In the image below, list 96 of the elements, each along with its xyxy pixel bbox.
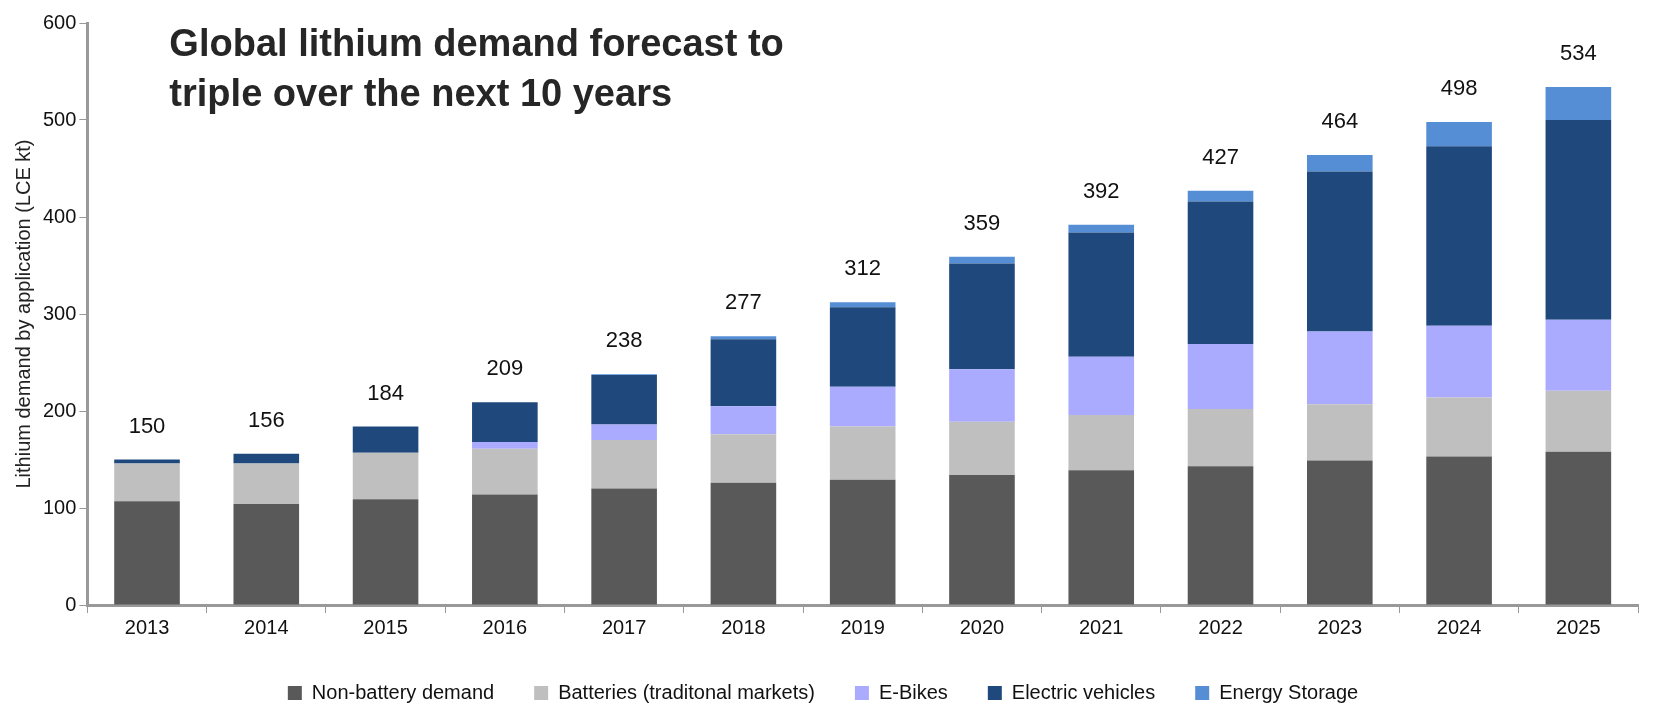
bar — [949, 475, 1015, 605]
legend-label: Batteries (traditonal markets) — [558, 680, 815, 703]
total-label: 277 — [725, 289, 762, 315]
bar — [1187, 201, 1254, 345]
total-label: 534 — [1560, 40, 1597, 66]
x-tick-label: 2024 — [1436, 615, 1482, 638]
x-tick-label: 2019 — [840, 615, 885, 638]
bar — [1187, 190, 1254, 202]
bar — [710, 434, 777, 483]
bar — [949, 263, 1015, 370]
x-tick-label: 2017 — [601, 615, 647, 638]
bar — [1187, 466, 1254, 605]
bar — [1545, 390, 1612, 452]
bar — [1068, 414, 1135, 471]
bar — [591, 440, 657, 489]
bar — [710, 339, 777, 407]
x-tick-label: 2020 — [959, 615, 1005, 638]
bar — [829, 302, 896, 308]
bar — [591, 375, 657, 425]
x-tick-label: 2014 — [244, 615, 289, 638]
y-tick-label: 600 — [42, 10, 77, 33]
bar — [1426, 456, 1492, 605]
bar — [829, 479, 896, 605]
bar — [829, 426, 896, 480]
bar — [1545, 319, 1612, 391]
bar — [233, 463, 300, 505]
bar — [1068, 232, 1135, 357]
total-label: 209 — [486, 355, 524, 381]
total-label: 156 — [247, 406, 285, 432]
bar — [829, 386, 896, 427]
bar — [352, 452, 419, 500]
bar — [591, 424, 657, 441]
text: Global lithium demand forecast to triple over the next 10 years — [169, 22, 784, 115]
legend-label: Electric vehicles — [1011, 680, 1156, 703]
bar — [710, 336, 777, 340]
legend-label: Non-battery demand — [311, 680, 495, 703]
bar — [949, 369, 1015, 422]
total-label: 464 — [1321, 107, 1359, 133]
bar — [1545, 120, 1612, 320]
x-tick-label: 2025 — [1556, 615, 1601, 638]
bar — [1307, 404, 1373, 461]
x-tick-label: 2016 — [482, 615, 528, 638]
bar — [1307, 154, 1373, 172]
legend-label: Energy Storage — [1219, 680, 1359, 703]
bar — [949, 421, 1015, 476]
bar — [472, 448, 538, 495]
x-tick-label: 2018 — [721, 615, 766, 638]
bar — [1068, 224, 1135, 233]
bar — [710, 406, 777, 435]
total-label: 427 — [1202, 143, 1239, 169]
bar — [1426, 121, 1492, 147]
bar — [472, 402, 538, 443]
x-tick-label: 2023 — [1317, 615, 1363, 638]
y-tick-label: 300 — [42, 301, 77, 324]
bar — [1187, 409, 1254, 467]
bar — [1426, 325, 1492, 398]
x-tick-label: 2022 — [1198, 615, 1243, 638]
y-tick-label: 400 — [42, 204, 77, 227]
bar — [710, 482, 777, 605]
bar — [352, 499, 419, 605]
bar — [1307, 171, 1373, 332]
bar — [472, 494, 538, 605]
y-tick-label: 100 — [42, 495, 77, 518]
bar — [591, 488, 657, 605]
bar — [1545, 87, 1612, 120]
bar — [829, 307, 896, 387]
bar — [1068, 470, 1135, 605]
bar — [233, 504, 300, 605]
bar — [472, 442, 538, 449]
bar — [1426, 397, 1492, 457]
total-label: 238 — [605, 327, 643, 353]
bar — [949, 256, 1015, 264]
bar — [233, 453, 300, 464]
bar — [1545, 451, 1612, 605]
bar — [114, 501, 180, 605]
bar — [1307, 331, 1373, 405]
legend-label: E-Bikes — [878, 680, 948, 703]
bar — [1426, 146, 1492, 326]
y-axis-title: Lithium demand by application (LCE kt) — [11, 139, 34, 489]
x-tick-label: 2013 — [124, 615, 170, 638]
bar — [1068, 356, 1135, 415]
bar — [1187, 344, 1254, 410]
total-label: 184 — [367, 379, 404, 405]
x-tick-label: 2015 — [363, 615, 408, 638]
y-tick-label: 500 — [42, 107, 77, 130]
total-label: 498 — [1440, 75, 1478, 100]
x-tick-label: 2021 — [1078, 615, 1124, 638]
total-label: 312 — [844, 255, 882, 281]
y-tick-label: 200 — [42, 398, 77, 421]
total-label: 392 — [1082, 177, 1120, 203]
bar — [1307, 460, 1373, 605]
total-label: 359 — [963, 209, 1001, 235]
total-label: 150 — [128, 412, 166, 438]
bar — [352, 426, 419, 453]
y-tick-label: 0 — [65, 592, 77, 615]
bar — [114, 463, 180, 502]
